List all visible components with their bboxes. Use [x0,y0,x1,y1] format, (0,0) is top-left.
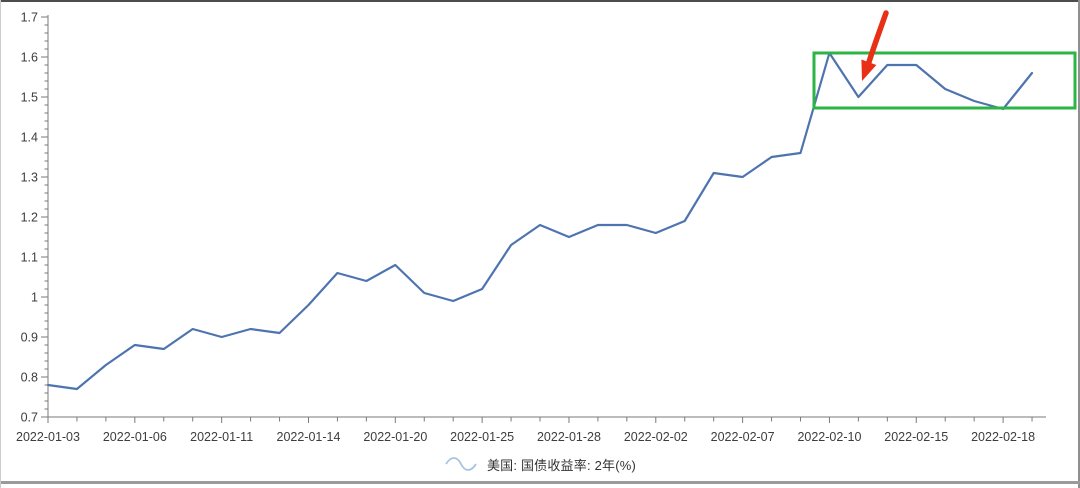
legend: 美国: 国债收益率: 2年(%) [0,450,1080,478]
legend-label: 美国: 国债收益率: 2年(%) [486,457,637,473]
green-highlight-box [812,51,1077,110]
x-axis-tick-label: 2022-02-10 [797,430,861,444]
y-axis-tick-label: 0.9 [21,330,38,344]
y-axis-tick-label: 1.4 [21,130,38,144]
y-axis-tick-label: 1.2 [21,210,38,224]
x-axis-tick-label: 2022-02-18 [971,430,1035,444]
y-axis-tick-label: 1.3 [21,170,38,184]
y-axis-tick-label: 0.7 [21,410,38,424]
x-axis-tick-label: 2022-01-14 [277,430,341,444]
y-axis-tick-label: 1 [31,290,38,304]
y-axis-tick-label: 1.5 [21,90,38,104]
y-axis-tick-label: 0.8 [21,370,38,384]
x-axis-tick-label: 2022-01-11 [190,430,253,444]
red-arrow-head [861,59,877,81]
x-axis-tick-label: 2022-01-03 [16,430,80,444]
x-axis-tick-label: 2022-01-06 [103,430,167,444]
x-axis-tick-label: 2022-02-15 [884,430,948,444]
x-axis-tick-label: 2022-02-02 [624,430,688,444]
window-border-top [0,0,1080,2]
y-axis-tick-label: 1.1 [21,250,38,264]
x-axis-tick-label: 2022-01-28 [537,430,601,444]
x-axis-tick-label: 2022-01-25 [450,430,514,444]
window-border-left [0,0,1,488]
series-line-us-2y-yield [46,51,1034,391]
y-axis-tick-label: 1.7 [21,10,38,24]
window-border-right [1078,0,1080,488]
red-arrow-shaft [866,10,889,65]
y-axis-tick-label: 1.6 [21,50,38,64]
legend-line-icon [445,457,477,471]
x-axis-tick-label: 2022-02-07 [711,430,775,444]
x-axis-tick-label: 2022-01-20 [363,430,427,444]
window-border-bottom [0,481,1080,484]
